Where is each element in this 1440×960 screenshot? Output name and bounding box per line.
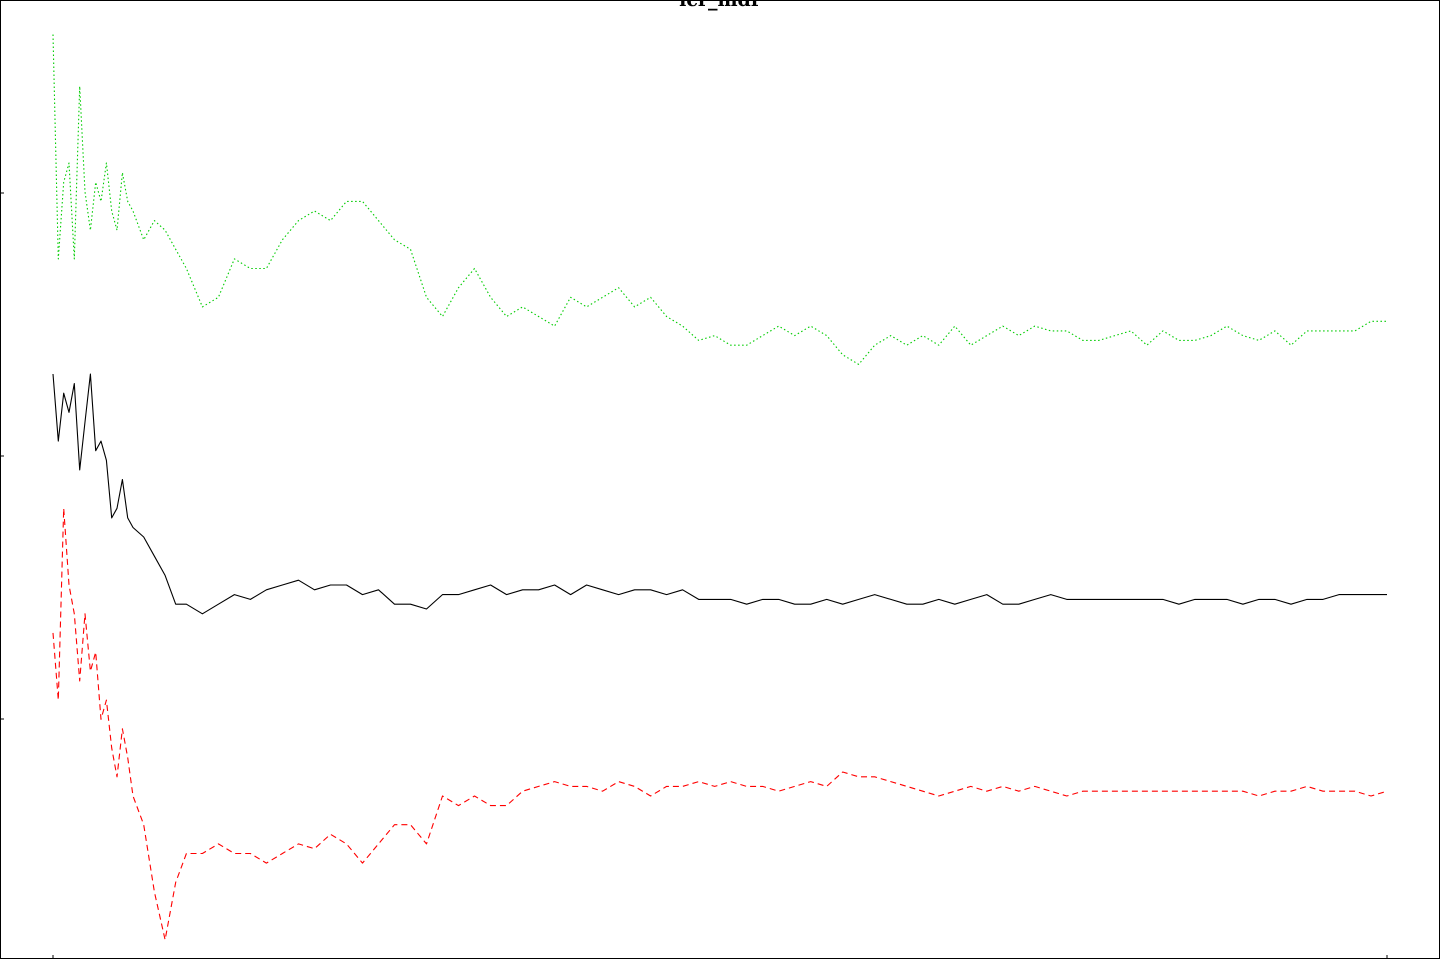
y-axis-ticks: [0, 192, 4, 720]
series-line-3: [52, 507, 1388, 941]
series-line-1: [52, 34, 1387, 365]
series-line-2: [52, 373, 1387, 615]
chart-title: lcr_mdr: [679, 0, 762, 11]
x-axis-ticks: [52, 955, 1388, 959]
series-layer: [52, 34, 1388, 941]
